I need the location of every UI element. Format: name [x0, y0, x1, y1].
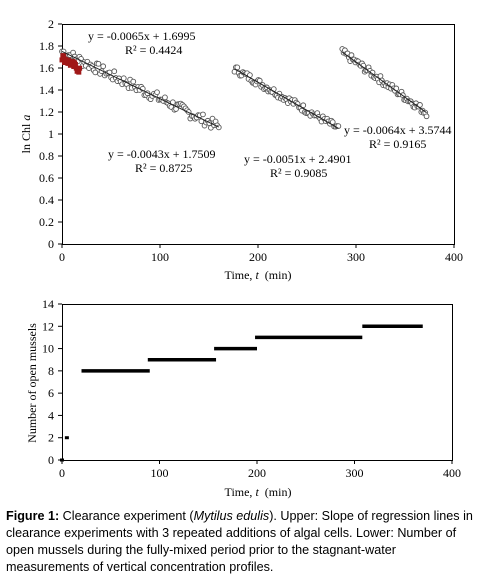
lower-x-tick-label: 200 — [248, 466, 266, 480]
caption-text-2: ). Upper: Slope of regression lines in c… — [6, 509, 473, 574]
lower-y-tick-label: 8 — [48, 364, 54, 378]
upper-x-tick-label: 300 — [347, 250, 365, 264]
upper-y-tick-label: 1.4 — [39, 83, 54, 97]
lower-y-tick-label: 12 — [42, 319, 54, 333]
data-point-square — [59, 57, 65, 63]
upper-y-tick-label: 1 — [48, 127, 54, 141]
upper-y-tick-label: 0.6 — [39, 171, 54, 185]
data-point-square — [72, 62, 78, 68]
upper-y-tick-label: 1.8 — [39, 39, 54, 53]
data-point-circle — [92, 69, 99, 76]
annotation-eq-2: y = -0.0043x + 1.7509 — [108, 147, 216, 161]
upper-x-tick-label: 200 — [249, 250, 267, 264]
lower-x-tick-label: 0 — [59, 466, 65, 480]
data-point-circle — [234, 64, 241, 71]
figure-caption: Figure 1: Clearance experiment (Mytilus … — [6, 508, 480, 576]
data-point-circle — [95, 60, 102, 67]
annotation-eq-3: y = -0.0051x + 2.4901 — [244, 152, 352, 166]
lower-y-tick-label: 4 — [48, 408, 54, 422]
data-point-circle — [417, 102, 423, 108]
upper-y-tick-label: 0.4 — [39, 193, 54, 207]
lower-x-tick-label: 400 — [443, 466, 461, 480]
upper-y-axis-label: ln Chl a — [19, 115, 33, 154]
open-mussel-point — [60, 458, 64, 462]
lower-series — [60, 324, 423, 462]
annotation-r2-1: R² = 0.4424 — [125, 43, 182, 57]
data-point-square — [77, 65, 83, 71]
upper-y-tick-label: 1.6 — [39, 61, 54, 75]
data-point-circle — [111, 68, 118, 75]
data-point-circle — [120, 75, 127, 82]
trend-line — [341, 51, 427, 114]
caption-label: Figure 1: — [6, 509, 60, 523]
annotation-eq-1: y = -0.0065x + 1.6995 — [88, 29, 196, 43]
data-point-square — [61, 53, 67, 59]
annotation-r2-4: R² = 0.9165 — [369, 137, 426, 151]
upper-y-tick-label: 1.2 — [39, 105, 54, 119]
annotation-eq-4: y = -0.0064x + 3.5744 — [344, 123, 452, 137]
upper-y-tick-label: 2 — [48, 17, 54, 31]
data-point-circle — [130, 78, 137, 85]
open-mussel-point — [64, 436, 69, 440]
caption-text-1: Clearance experiment ( — [59, 509, 194, 523]
upper-chart: 0 100 200 300 400 0 0.2 0.4 0.6 0.8 1 1.2 1.4 1.6 1.8 2… — [19, 17, 463, 282]
trend-line — [234, 68, 339, 129]
data-point-circle — [162, 94, 168, 101]
caption-species: Mytilus edulis — [193, 509, 270, 523]
upper-y-tick-label: 0 — [48, 237, 54, 251]
lower-y-tick-label: 10 — [42, 342, 54, 356]
data-point-circle — [154, 89, 160, 96]
lower-chart: 0 100 200 300 400 0 2 4 6 8 10 12 14 Time, t (min) Nu… — [25, 297, 461, 499]
trend-line — [61, 50, 220, 128]
lower-y-tick-label: 6 — [48, 386, 54, 400]
lower-axis-ticks: 0 100 200 300 400 0 2 4 6 8 10 12 14 — [42, 297, 461, 480]
trend-line — [61, 56, 81, 71]
upper-axis-ticks: 0 100 200 300 400 0 0.2 0.4 0.6 0.8 1 1.2 1.4 1.6 1.8 2 — [39, 17, 463, 264]
lower-y-axis-label: Number of open mussels — [25, 323, 39, 443]
lower-x-axis-label: Time, t (min) — [225, 485, 292, 499]
upper-trendlines — [61, 50, 427, 129]
lower-y-tick-label: 0 — [48, 453, 54, 467]
upper-x-tick-label: 0 — [59, 250, 65, 264]
data-point-circle — [200, 111, 206, 118]
annotation-r2-2: R² = 0.8725 — [135, 161, 192, 175]
upper-series — [59, 46, 430, 131]
data-point-square — [76, 69, 82, 75]
upper-y-tick-label: 0.8 — [39, 149, 54, 163]
upper-x-axis-label: Time, t (min) — [225, 268, 292, 282]
lower-y-tick-label: 14 — [42, 297, 54, 311]
upper-x-tick-label: 400 — [445, 250, 463, 264]
upper-y-tick-label: 0.2 — [39, 215, 54, 229]
data-point-circle — [423, 113, 430, 120]
lower-x-tick-label: 300 — [346, 466, 364, 480]
lower-y-tick-label: 2 — [48, 431, 54, 445]
upper-x-tick-label: 100 — [151, 250, 169, 264]
lower-x-tick-label: 100 — [151, 466, 169, 480]
data-point-circle — [100, 63, 107, 70]
annotation-r2-3: R² = 0.9085 — [270, 166, 327, 180]
